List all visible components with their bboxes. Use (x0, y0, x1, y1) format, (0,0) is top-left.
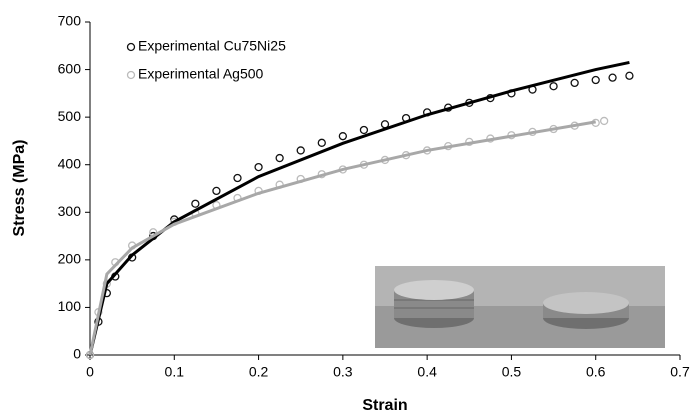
data-point (212, 186, 221, 196)
x-tick-label: 0.4 (417, 364, 437, 380)
data-point (254, 162, 263, 172)
data-point (317, 138, 326, 147)
y-tick-label: 300 (58, 203, 82, 219)
y-tick-label: 0 (73, 346, 81, 362)
x-tick-label: 0.6 (586, 364, 606, 380)
y-tick-label: 100 (58, 298, 82, 314)
fit-line (88, 120, 596, 356)
y-tick-label: 500 (58, 108, 82, 124)
y-tick-label: 600 (58, 60, 82, 76)
x-tick-label: 0.2 (249, 364, 269, 380)
data-point (608, 73, 617, 82)
data-point (338, 132, 348, 141)
data-point (625, 71, 634, 80)
data-point (359, 125, 369, 135)
x-tick-label: 0.7 (670, 364, 690, 380)
data-point (549, 82, 558, 91)
y-axis-title: Stress (MPa) (11, 140, 28, 237)
data-point (570, 78, 579, 88)
legend-label: Experimental Cu75Ni25 (138, 38, 286, 54)
fit-line (88, 60, 630, 356)
data-point (591, 75, 600, 85)
legend-marker (126, 70, 136, 80)
data-point (191, 199, 200, 208)
x-tick-label: 0 (86, 364, 94, 380)
data-point (233, 173, 242, 183)
x-tick-label: 0.3 (333, 364, 353, 380)
data-point (275, 153, 284, 163)
x-tick-label: 0.5 (502, 364, 522, 380)
y-tick-label: 700 (58, 13, 82, 29)
x-axis-title: Strain (362, 397, 407, 414)
data-point (599, 116, 609, 126)
legend-marker (126, 42, 136, 52)
x-tick-label: 0.1 (165, 364, 185, 380)
y-tick-label: 400 (58, 155, 82, 171)
legend-label: Experimental Ag500 (138, 66, 264, 82)
data-point (296, 146, 305, 155)
inset-photo (375, 266, 665, 348)
y-tick-label: 200 (58, 251, 82, 267)
